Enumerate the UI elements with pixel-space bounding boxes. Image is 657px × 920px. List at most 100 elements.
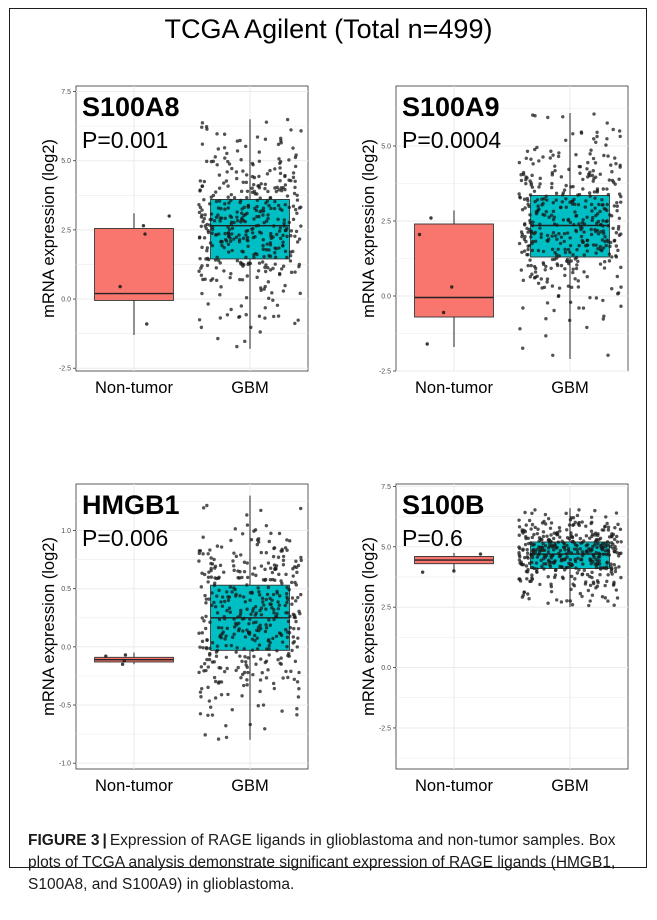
data-point bbox=[591, 216, 594, 219]
data-point bbox=[524, 178, 527, 181]
data-point bbox=[517, 577, 520, 580]
data-point bbox=[525, 523, 528, 526]
data-point bbox=[223, 146, 226, 149]
data-point bbox=[225, 590, 228, 593]
y-tick-label: 2.5 bbox=[381, 605, 391, 612]
data-point bbox=[546, 301, 549, 304]
data-point bbox=[586, 275, 589, 278]
data-point bbox=[250, 591, 253, 594]
data-point bbox=[610, 255, 613, 258]
data-point bbox=[569, 221, 572, 224]
data-point bbox=[576, 514, 579, 517]
data-point bbox=[268, 169, 271, 172]
data-point bbox=[299, 224, 302, 227]
data-point bbox=[232, 617, 235, 620]
data-point bbox=[530, 174, 533, 177]
data-point bbox=[523, 198, 526, 201]
data-point bbox=[201, 631, 204, 634]
data-point bbox=[243, 340, 246, 343]
y-tick-label: 5.0 bbox=[381, 144, 391, 151]
data-point bbox=[479, 552, 482, 555]
data-point bbox=[267, 561, 270, 564]
data-point bbox=[272, 224, 275, 227]
data-point bbox=[269, 532, 272, 535]
data-point bbox=[241, 629, 244, 632]
data-point bbox=[243, 655, 246, 658]
data-point bbox=[618, 217, 621, 220]
data-point bbox=[252, 607, 255, 610]
data-point bbox=[613, 156, 616, 159]
data-point bbox=[265, 676, 268, 679]
data-point bbox=[220, 693, 223, 696]
data-point bbox=[577, 285, 580, 288]
data-point bbox=[547, 517, 550, 520]
data-point bbox=[555, 533, 558, 536]
data-point bbox=[200, 687, 203, 690]
data-point bbox=[554, 569, 557, 572]
data-point bbox=[198, 645, 201, 648]
data-point bbox=[285, 592, 288, 595]
data-point bbox=[218, 173, 221, 176]
data-point bbox=[557, 232, 560, 235]
data-point bbox=[277, 204, 280, 207]
data-point bbox=[218, 293, 221, 296]
data-point bbox=[246, 190, 249, 193]
data-point bbox=[612, 550, 615, 553]
data-point bbox=[615, 588, 618, 591]
data-point bbox=[285, 548, 288, 551]
data-point bbox=[267, 639, 270, 642]
data-point bbox=[201, 220, 204, 223]
data-point bbox=[244, 220, 247, 223]
x-category-label: Non-tumor bbox=[415, 379, 493, 397]
data-point bbox=[204, 733, 207, 736]
data-point bbox=[604, 143, 607, 146]
data-point bbox=[235, 210, 238, 213]
data-point bbox=[264, 201, 267, 204]
gene-label: S100A8 bbox=[82, 92, 180, 122]
data-point bbox=[560, 175, 563, 178]
data-point bbox=[605, 187, 608, 190]
data-point bbox=[284, 250, 287, 253]
data-point bbox=[610, 568, 613, 571]
data-point bbox=[235, 170, 238, 173]
data-point bbox=[570, 259, 573, 262]
data-point bbox=[526, 253, 529, 256]
chart-s100b: -2.50.02.55.07.5mRNA expression (log2)No… bbox=[340, 478, 640, 813]
data-point bbox=[269, 623, 272, 626]
data-point bbox=[245, 583, 248, 586]
data-point bbox=[226, 627, 229, 630]
data-point bbox=[261, 671, 264, 674]
data-point bbox=[533, 567, 536, 570]
data-point bbox=[290, 229, 293, 232]
data-point bbox=[528, 228, 531, 231]
data-point bbox=[231, 227, 234, 230]
data-point bbox=[281, 244, 284, 247]
data-point bbox=[295, 571, 298, 574]
data-point bbox=[220, 217, 223, 220]
data-point bbox=[244, 213, 247, 216]
data-point bbox=[613, 204, 616, 207]
data-point bbox=[241, 278, 244, 281]
data-point bbox=[271, 299, 274, 302]
data-point bbox=[286, 194, 289, 197]
data-point bbox=[227, 250, 230, 253]
data-point bbox=[520, 268, 523, 271]
data-point bbox=[553, 559, 556, 562]
y-tick-label: 7.5 bbox=[381, 484, 391, 491]
data-point bbox=[575, 256, 578, 259]
data-point bbox=[593, 196, 596, 199]
data-point bbox=[230, 232, 233, 235]
data-point bbox=[601, 203, 604, 206]
data-point bbox=[544, 544, 547, 547]
data-point bbox=[245, 296, 248, 299]
data-point bbox=[591, 533, 594, 536]
data-point bbox=[259, 623, 262, 626]
data-point bbox=[602, 553, 605, 556]
data-point bbox=[250, 186, 253, 189]
data-point bbox=[617, 291, 620, 294]
data-point bbox=[217, 737, 220, 740]
data-point bbox=[287, 158, 290, 161]
data-point bbox=[209, 218, 212, 221]
data-point bbox=[254, 192, 257, 195]
data-point bbox=[264, 138, 267, 141]
